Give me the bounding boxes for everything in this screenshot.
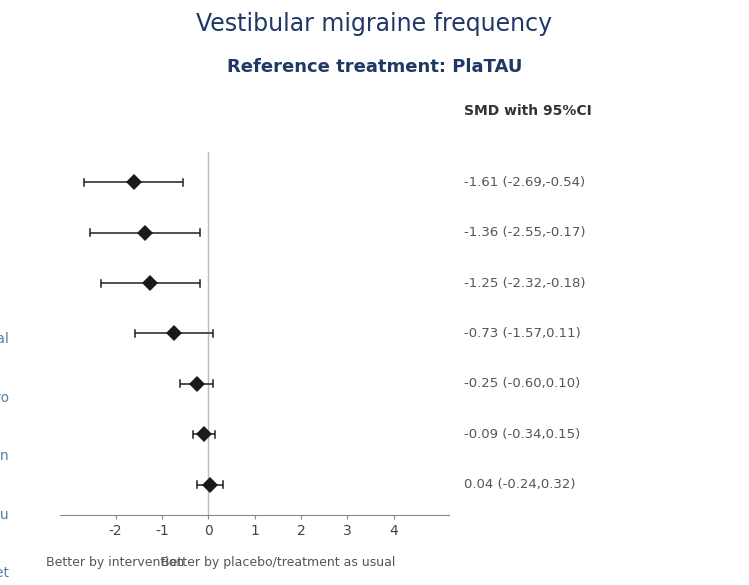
Text: -0.09 (-0.34,0.15): -0.09 (-0.34,0.15) bbox=[464, 428, 580, 441]
Text: -1.25 (-2.32,-0.18): -1.25 (-2.32,-0.18) bbox=[464, 277, 586, 290]
Text: Val: Val bbox=[0, 332, 9, 346]
Text: Reference treatment: PlaTAU: Reference treatment: PlaTAU bbox=[227, 58, 522, 77]
Text: -1.61 (-2.69,-0.54): -1.61 (-2.69,-0.54) bbox=[464, 176, 586, 189]
Text: -0.73 (-1.57,0.11): -0.73 (-1.57,0.11) bbox=[464, 327, 581, 340]
Text: -1.36 (-2.55,-0.17): -1.36 (-2.55,-0.17) bbox=[464, 226, 586, 239]
Text: 0.04 (-0.24,0.32): 0.04 (-0.24,0.32) bbox=[464, 478, 576, 491]
Text: -0.25 (-0.60,0.10): -0.25 (-0.60,0.10) bbox=[464, 377, 580, 390]
Text: SMD with 95%CI: SMD with 95%CI bbox=[464, 104, 592, 118]
Text: Vestibular migraine frequency: Vestibular migraine frequency bbox=[196, 12, 553, 36]
Text: Better by placebo/treatment as usual: Better by placebo/treatment as usual bbox=[160, 556, 395, 569]
Text: Flu: Flu bbox=[0, 508, 9, 522]
Text: Ven: Ven bbox=[0, 449, 9, 463]
Text: Met: Met bbox=[0, 566, 9, 580]
Text: Pro: Pro bbox=[0, 391, 9, 405]
Text: Better by intervention: Better by intervention bbox=[46, 556, 185, 569]
